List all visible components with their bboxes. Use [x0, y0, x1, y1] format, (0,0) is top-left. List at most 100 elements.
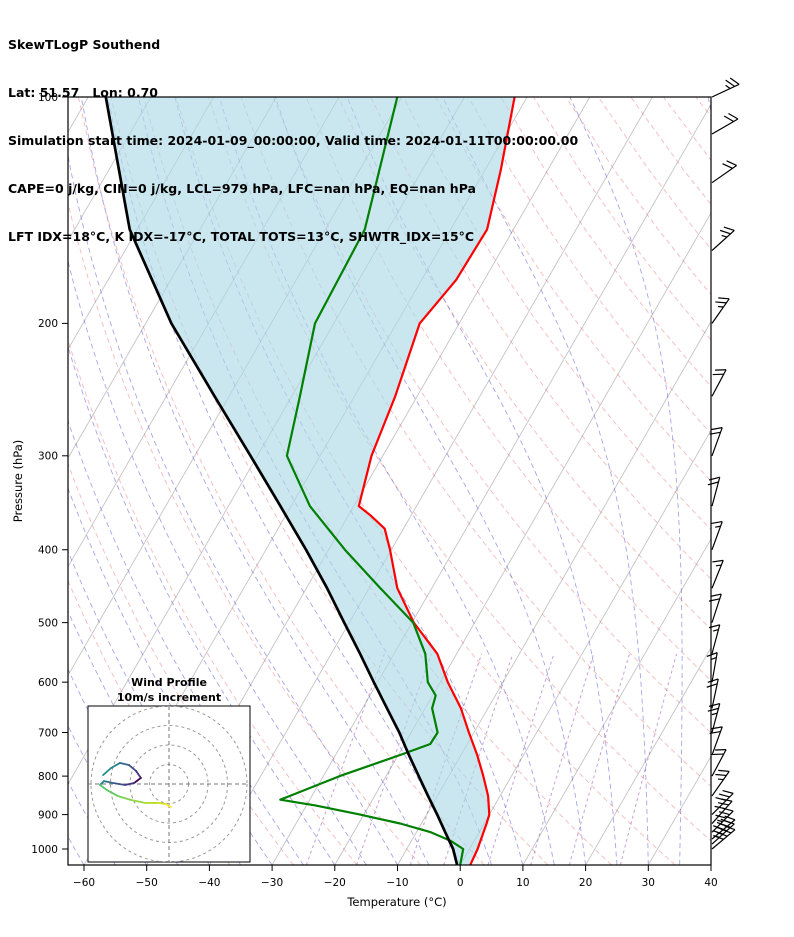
x-axis-ticks: −60 −50 −40 −30 −20 −10 0 10 20 30 40 — [73, 865, 718, 889]
hodograph-title-block: Wind Profile 10m/s increment — [88, 676, 250, 705]
hodograph-trace-segment — [112, 782, 126, 786]
moist-adiabat-line — [274, 97, 587, 865]
y-tick-label: 400 — [38, 545, 58, 557]
wind-barb-full — [711, 520, 723, 525]
moist-adiabat-line — [774, 97, 794, 865]
wind-barb-staff — [711, 427, 723, 457]
moist-adiabat-line — [68, 550, 242, 865]
x-tick-label: 40 — [704, 877, 717, 889]
mixing-ratio-line — [305, 653, 385, 865]
wind-barb — [711, 297, 730, 324]
wind-barb — [707, 476, 721, 507]
wind-barb-staff — [711, 652, 718, 683]
wind-barb-full — [711, 427, 723, 431]
wind-barb — [711, 807, 734, 833]
moist-adiabat-line — [742, 97, 794, 865]
mixing-ratio-group — [305, 653, 678, 865]
wind-barb — [708, 624, 721, 654]
wind-barb — [711, 559, 724, 589]
wind-barb-full — [708, 476, 720, 481]
wind-barb-staff — [711, 83, 740, 98]
wind-barb — [711, 226, 735, 251]
hodograph-trace-segment — [128, 764, 137, 772]
wind-barb-full — [707, 678, 719, 683]
wind-barb-full — [712, 830, 724, 835]
hodograph-content — [88, 706, 250, 862]
hodograph-trace-segment — [106, 789, 119, 797]
wind-barb — [711, 815, 736, 840]
dry-adiabat-line — [305, 97, 711, 682]
wind-barb — [711, 769, 730, 797]
wind-barb-staff — [711, 118, 739, 135]
wind-barb-half — [710, 656, 717, 660]
shaded-area-group — [105, 97, 515, 865]
hodograph-trace-segment — [133, 777, 142, 784]
x-tick-label: 0 — [457, 877, 464, 889]
mixing-ratio-line — [619, 653, 678, 865]
dry-adiabat-line — [630, 97, 711, 205]
wind-barb — [706, 678, 719, 709]
wind-barb-half — [715, 564, 722, 567]
moist-adiabat-line — [346, 97, 618, 865]
wind-barb — [711, 789, 734, 816]
hodograph-ring — [90, 706, 248, 862]
wind-barb — [709, 427, 723, 457]
wind-barb-full — [709, 431, 721, 435]
y-tick-label: 1000 — [31, 844, 58, 856]
hodograph-trace-segment — [165, 803, 172, 808]
wind-barbs-group — [706, 77, 740, 850]
wind-barb-staff — [711, 726, 723, 756]
wind-barb-full — [723, 226, 735, 231]
wind-barb-staff — [711, 369, 727, 397]
wind-barb-full — [707, 707, 719, 712]
wind-barb-full — [715, 797, 727, 802]
wind-barb-full — [716, 821, 728, 827]
dry-adiabat-line — [565, 97, 711, 295]
moist-adiabat-line — [68, 780, 116, 865]
wind-barb-full — [710, 593, 722, 597]
cin-shaded-region — [105, 97, 515, 865]
wind-barb-full — [706, 652, 718, 657]
hodograph-trace-segment — [157, 802, 167, 805]
dry-adiabat-line — [598, 97, 711, 250]
isotherm-line — [522, 538, 711, 865]
hodograph-trace-segment — [130, 799, 146, 804]
hodograph-title: Wind Profile — [131, 676, 207, 689]
y-tick-label: 700 — [38, 727, 58, 739]
dry-adiabat-line — [663, 97, 711, 162]
wind-barb-full — [712, 825, 724, 830]
isotherm-line — [459, 429, 711, 865]
mixing-ratio-line — [409, 653, 483, 865]
wind-barb-full — [708, 702, 720, 707]
mixing-ratio-line — [487, 653, 555, 865]
y-tick-label: 500 — [38, 617, 58, 629]
x-tick-label: 30 — [642, 877, 655, 889]
chart-indices-1: CAPE=0 j/kg, CIN=0 j/kg, LCL=979 hPa, LF… — [8, 181, 476, 196]
dry-adiabat-line — [68, 338, 358, 865]
hodograph-trace-segment — [103, 780, 114, 784]
dewpoint-line — [279, 97, 465, 865]
wind-barb-full — [722, 789, 734, 794]
y-tick-label: 100 — [38, 92, 58, 104]
wind-barb-full — [718, 297, 730, 300]
moist-adiabat-line — [68, 153, 398, 865]
x-tick-label: −50 — [136, 877, 158, 889]
wind-barb-staff — [711, 521, 723, 550]
hodograph-trace-segment — [117, 795, 132, 801]
moist-adiabat-line — [80, 97, 430, 865]
moist-adiabat-line — [68, 259, 367, 865]
chart-times: Simulation start time: 2024-01-09_00:00:… — [8, 133, 579, 148]
wind-barb-full — [706, 683, 718, 688]
wind-barb-staff — [711, 560, 724, 589]
dry-adiabat-line — [435, 97, 711, 482]
wind-barb-full — [708, 624, 720, 629]
chart-title: SkewTLogP Southend — [8, 37, 161, 52]
wind-barb-half — [721, 234, 728, 238]
chart-location: Lat: 51.57 Lon: 0.70 — [8, 85, 158, 100]
wind-barb-full — [715, 773, 727, 777]
hodograph-inset — [87, 705, 251, 863]
wind-barb-full — [719, 229, 731, 235]
y-tick-label: 900 — [38, 809, 58, 821]
x-axis-label: Temperature (°C) — [346, 895, 446, 909]
